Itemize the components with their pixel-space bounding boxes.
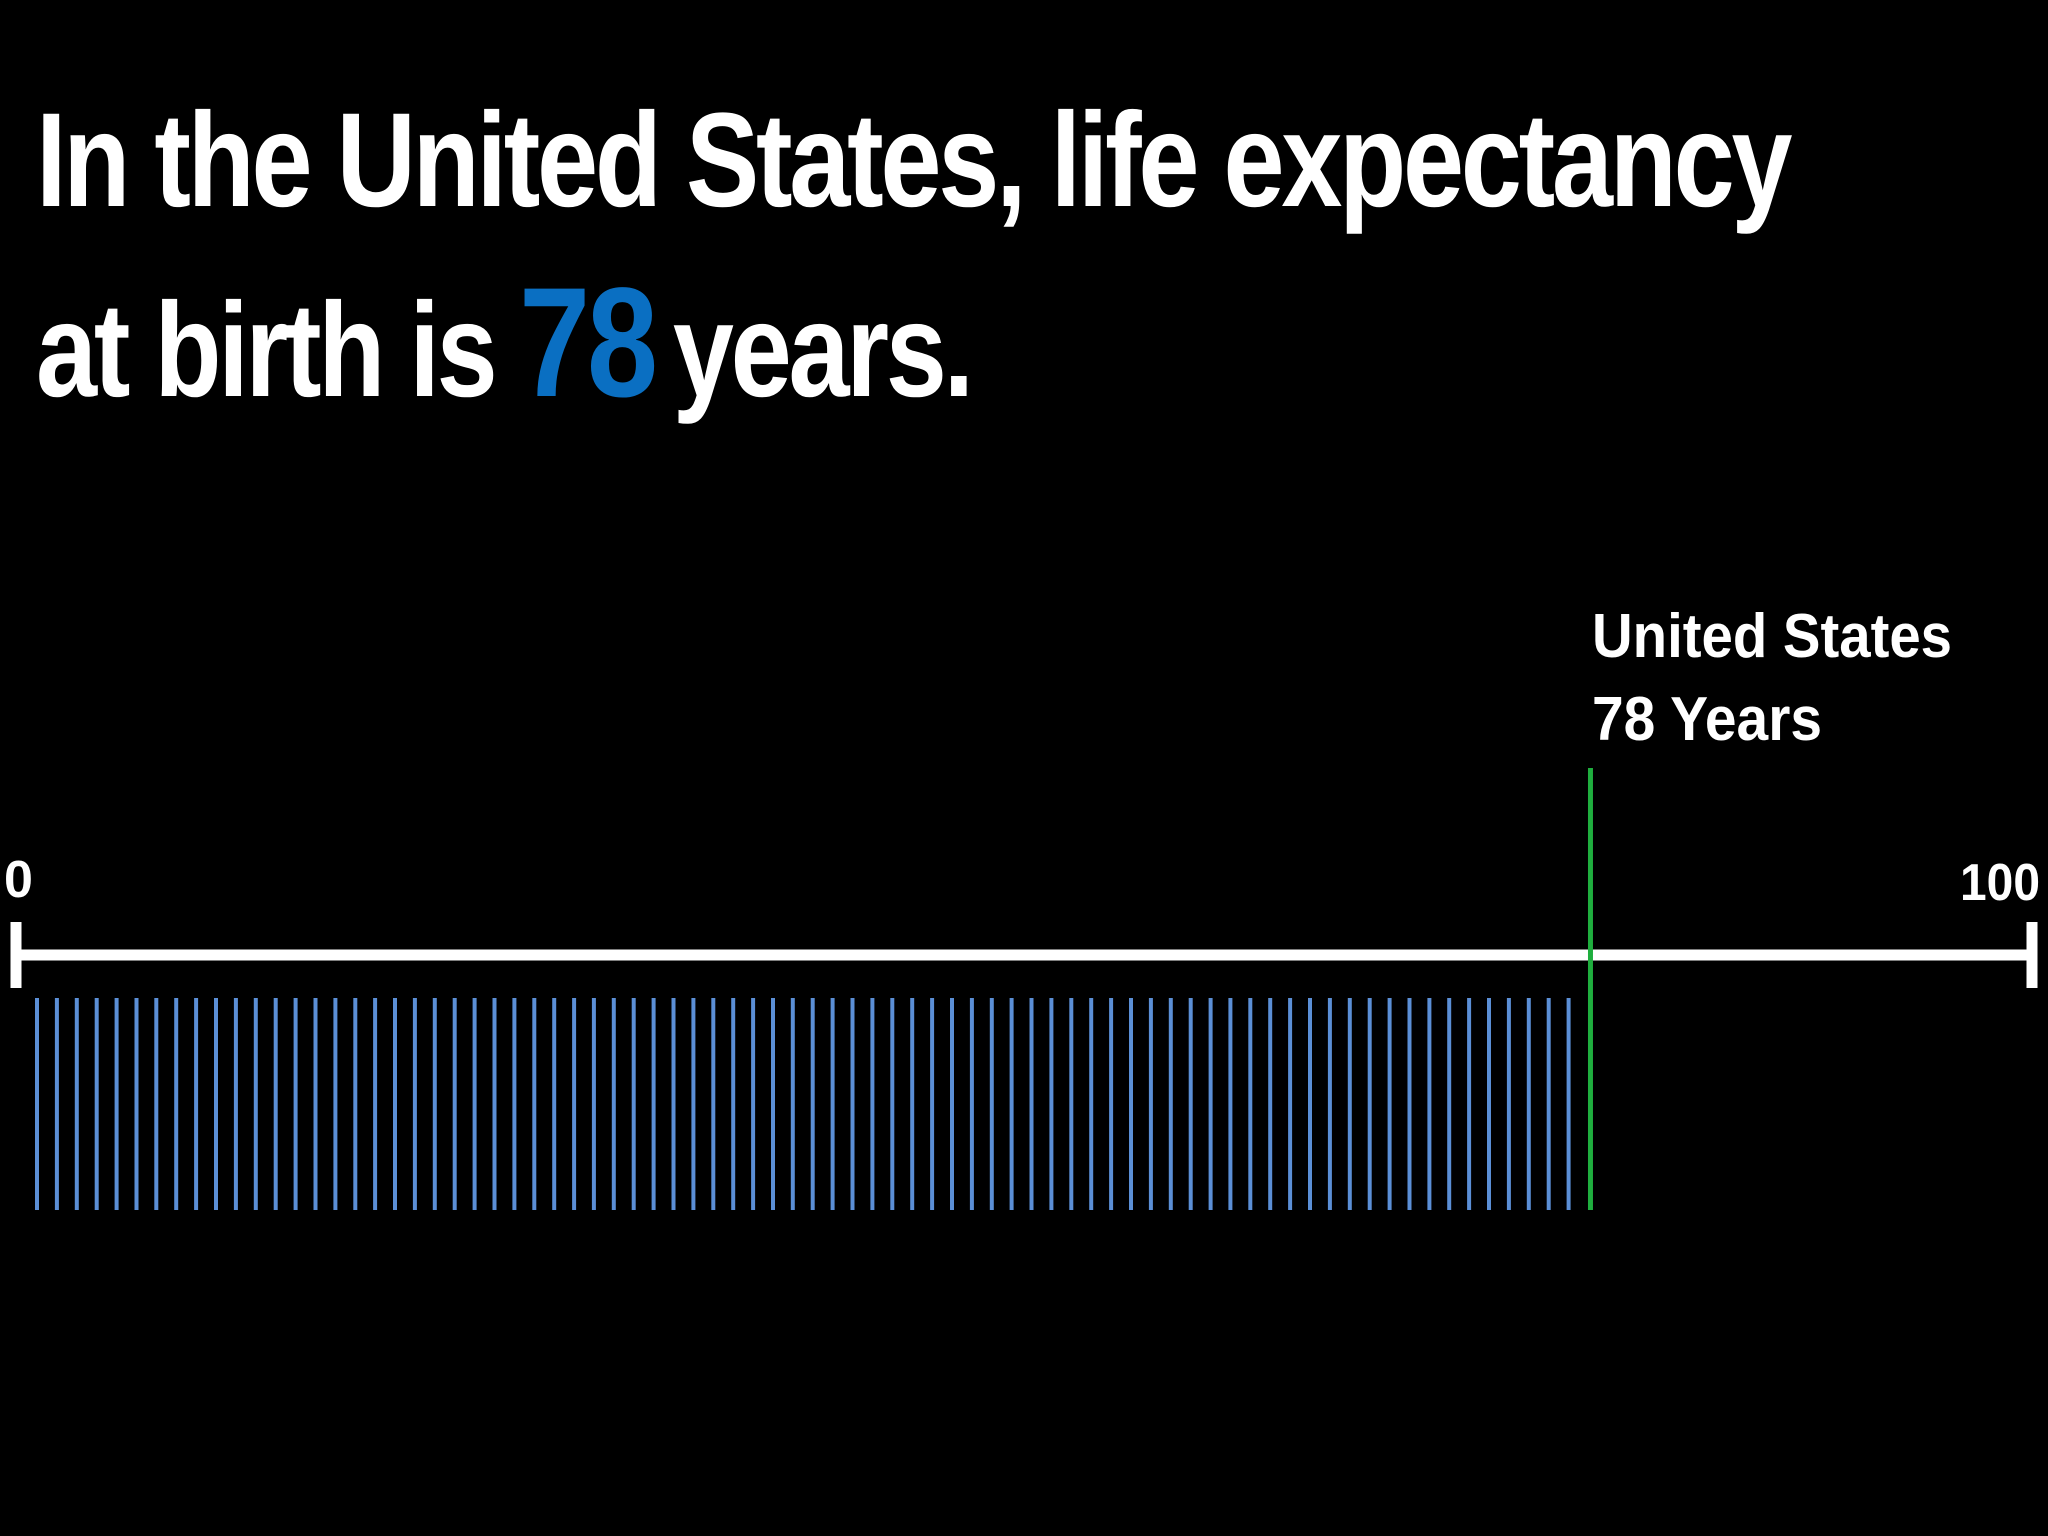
headline-line-2: at birth is 78 years. (36, 252, 1668, 442)
marker-label-years: 78 Years (1592, 685, 1822, 754)
highlight-value: 78 (519, 256, 658, 430)
axis-min-label: 0 (4, 851, 33, 909)
headline-prefix: at birth is (36, 276, 498, 425)
marker-label-country: United States (1592, 602, 1952, 671)
headline-suffix: years. (672, 276, 974, 425)
headline: In the United States, life expectancy at… (36, 70, 1793, 442)
headline-line-1: In the United States, life expectancy (36, 86, 1793, 235)
axis-max-label: 100 (1960, 854, 2040, 912)
year-marks (35, 998, 1571, 1210)
